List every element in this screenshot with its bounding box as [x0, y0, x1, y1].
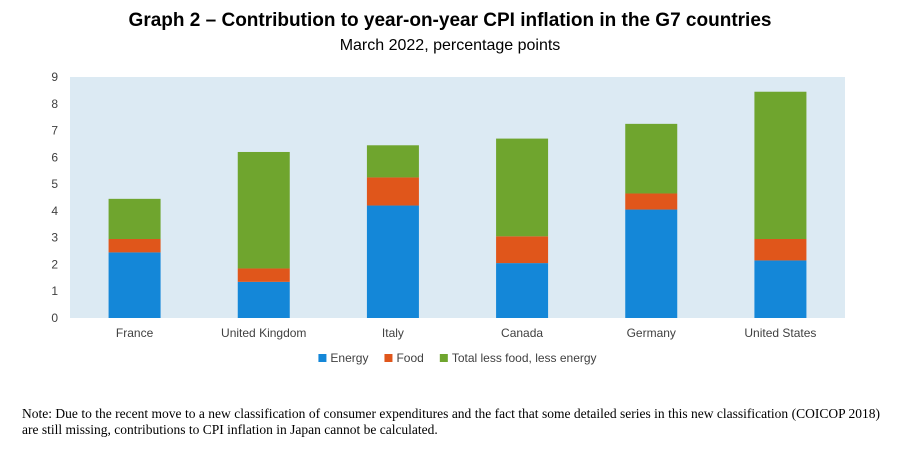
bar-germany-energy	[625, 209, 678, 318]
bar-canada-total-less-food-less-energy	[496, 138, 549, 237]
legend-item-0: Energy	[318, 351, 368, 365]
y-tick-label-6: 6	[51, 150, 58, 164]
bar-germany-total-less-food-less-energy	[625, 123, 678, 194]
y-tick-label-1: 1	[51, 284, 58, 298]
y-axis: 0 1 2 3 4 5 6 7 8 9	[51, 70, 58, 325]
stacked-bar-chart: 0 1 2 3 4 5 6 7 8 9 France United Kingdom Italy Cana…	[51, 70, 845, 365]
bar-canada-energy	[496, 263, 549, 318]
bar-france-food	[108, 239, 161, 253]
y-tick-label-3: 3	[51, 231, 58, 245]
bar-united-states-total-less-food-less-energy	[754, 91, 807, 240]
y-tick-label-4: 4	[51, 204, 58, 218]
bars	[108, 91, 807, 318]
bar-germany-food	[625, 193, 678, 210]
bar-united-states-food	[754, 239, 807, 261]
bar-united-states-energy	[754, 260, 807, 318]
bar-france-energy	[108, 252, 161, 318]
legend-label-1: Food	[396, 351, 423, 365]
legend-item-2: Total less food, less energy	[439, 351, 597, 365]
bar-united-kingdom-food	[237, 268, 290, 282]
legend-label-2: Total less food, less energy	[452, 351, 597, 365]
legend-swatch-2	[439, 354, 448, 362]
y-tick-label-9: 9	[51, 70, 58, 84]
chart-subtitle: March 2022, percentage points	[339, 37, 561, 54]
y-tick-label-8: 8	[51, 97, 58, 111]
y-tick-label-7: 7	[51, 124, 58, 138]
x-axis: France United Kingdom Italy Canada Germany Un…	[116, 326, 817, 340]
x-tick-label-0: France	[116, 326, 154, 340]
x-tick-label-1: United Kingdom	[221, 326, 306, 340]
x-tick-label-2: Italy	[382, 326, 404, 340]
legend: Energy Food Total less food, less energy	[318, 351, 597, 365]
bar-france-total-less-food-less-energy	[108, 198, 161, 240]
bar-united-kingdom-total-less-food-less-energy	[237, 151, 290, 269]
bar-canada-food	[496, 236, 549, 264]
chart-title: Graph 2 – Contribution to year-on-year C…	[128, 10, 772, 31]
y-tick-label-2: 2	[51, 257, 58, 271]
legend-swatch-0	[318, 354, 327, 362]
bar-italy-food	[366, 177, 419, 206]
x-tick-label-4: Germany	[627, 326, 676, 340]
bar-italy-total-less-food-less-energy	[366, 145, 419, 178]
bar-united-kingdom-energy	[237, 281, 290, 318]
x-tick-label-5: United States	[744, 326, 816, 340]
bar-italy-energy	[366, 205, 419, 318]
y-tick-label-0: 0	[51, 311, 58, 325]
legend-item-1: Food	[384, 351, 424, 365]
legend-swatch-1	[384, 354, 393, 362]
y-tick-label-5: 5	[51, 177, 58, 191]
legend-label-0: Energy	[330, 351, 368, 365]
plot-area	[70, 77, 845, 318]
x-tick-label-3: Canada	[501, 326, 543, 340]
chart-note: Note: Due to the recent move to a new cl…	[22, 406, 880, 437]
